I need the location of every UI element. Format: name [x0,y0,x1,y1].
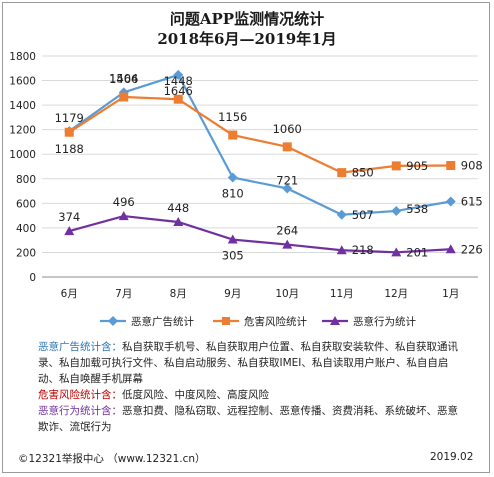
data-label: 615 [461,194,483,208]
note-ads-label: 恶意广告统计含： [38,341,122,353]
data-label: 1646 [164,84,193,98]
data-label: 1188 [55,142,84,156]
y-tick-label: 400 [16,223,36,235]
data-point [391,161,401,171]
data-point [282,183,293,194]
data-point [64,127,74,137]
data-label: 264 [276,224,298,238]
chart-title: 问题APP监测情况统计 [169,10,325,28]
data-label: 538 [406,202,428,216]
x-tick-label: 10月 [275,288,299,300]
data-point [227,234,238,244]
note-behavior-text: 恶意扣费、隐私窃取、远程控制、恶意传播、资费消耗、系统破坏、恶意欺诈、流氓行为 [38,405,458,433]
data-label: 218 [352,243,374,257]
data-label: 374 [58,210,80,224]
data-label: 448 [167,201,189,215]
legend-marker [222,317,230,325]
y-tick-label: 1400 [9,100,36,112]
series-line [68,95,451,174]
data-label: 1156 [218,110,247,124]
data-label: 507 [352,208,374,222]
data-point [64,226,75,236]
series-line [68,73,451,216]
data-point [446,161,456,171]
y-tick-label: 1800 [9,51,36,63]
x-tick-label: 9月 [224,288,241,300]
note-ads-text: 私自获取手机号、私自获取用户位置、私自获取安装软件、私自获取通讯录、私自加载可执… [38,341,458,385]
legend-label: 恶意广告统计 [131,315,194,328]
x-tick-label: 12月 [384,288,408,300]
data-label: 721 [276,173,298,187]
data-label: 1466 [109,72,138,86]
data-point [228,130,238,140]
data-label: 201 [406,245,428,259]
data-point [336,245,347,255]
data-label: 810 [222,187,244,201]
data-label: 305 [222,249,244,263]
footer-source: ©12321举报中心 （www.12321.cn） [18,453,206,465]
data-point [173,94,183,104]
x-tick-label: 1月 [442,288,459,300]
legend-label: 恶意行为统计 [353,315,416,328]
data-label: 1179 [55,111,84,125]
y-tick-label: 800 [16,174,36,186]
data-point [445,196,456,207]
data-label: 226 [461,242,483,256]
notes-panel: 恶意广告统计含：私自获取手机号、私自获取用户位置、私自获取安装软件、私自获取通讯… [38,339,463,435]
data-point [282,239,293,249]
data-label: 1448 [164,74,193,88]
data-point [173,69,184,80]
x-tick-label: 7月 [115,288,132,300]
note-behavior-label: 恶意行为统计含： [38,405,122,417]
y-tick-label: 0 [29,272,36,284]
note-risk-label: 危害风险统计含： [38,389,122,401]
data-point [227,172,238,183]
x-tick-label: 6月 [61,288,78,300]
data-point [173,216,184,226]
footer-date: 2019.02 [430,451,474,463]
note-ads: 恶意广告统计含：私自获取手机号、私自获取用户位置、私自获取安装软件、私自获取通讯… [38,339,463,387]
legend-marker [330,316,340,325]
figure-frame [2,2,490,473]
chart-subtitle: 2018年6月—2019年1月 [157,30,337,48]
data-label: 496 [113,195,135,209]
x-tick-label: 11月 [330,288,354,300]
data-label: 1504 [109,71,138,85]
data-point [119,92,129,102]
series-line [68,214,451,254]
note-risk: 危害风险统计含：低度风险、中度风险、高度风险 [38,387,463,403]
y-tick-label: 1200 [9,125,36,137]
data-point [391,205,402,216]
data-point [336,209,347,220]
y-tick-label: 200 [16,247,36,259]
note-risk-text: 低度风险、中度风险、高度风险 [122,389,269,401]
data-point [445,244,456,254]
legend-label: 危害风险统计 [244,315,307,328]
data-label: 850 [352,166,374,180]
legend-marker [108,316,118,326]
data-label: 908 [461,159,483,173]
y-tick-label: 1000 [9,149,36,161]
y-tick-label: 600 [16,198,36,210]
x-tick-label: 8月 [170,288,187,300]
data-point [282,142,292,152]
data-point [118,211,129,221]
note-behavior: 恶意行为统计含：恶意扣费、隐私窃取、远程控制、恶意传播、资费消耗、系统破坏、恶意… [38,403,463,435]
y-tick-label: 1600 [9,76,36,88]
line-chart: 0 200 400 600 800 1000 1200 1400 1600 1800 6月 7月 8月 9… [9,51,483,328]
data-label: 905 [406,159,428,173]
data-point [391,247,402,257]
data-point [337,168,347,178]
data-label: 1060 [273,122,302,136]
